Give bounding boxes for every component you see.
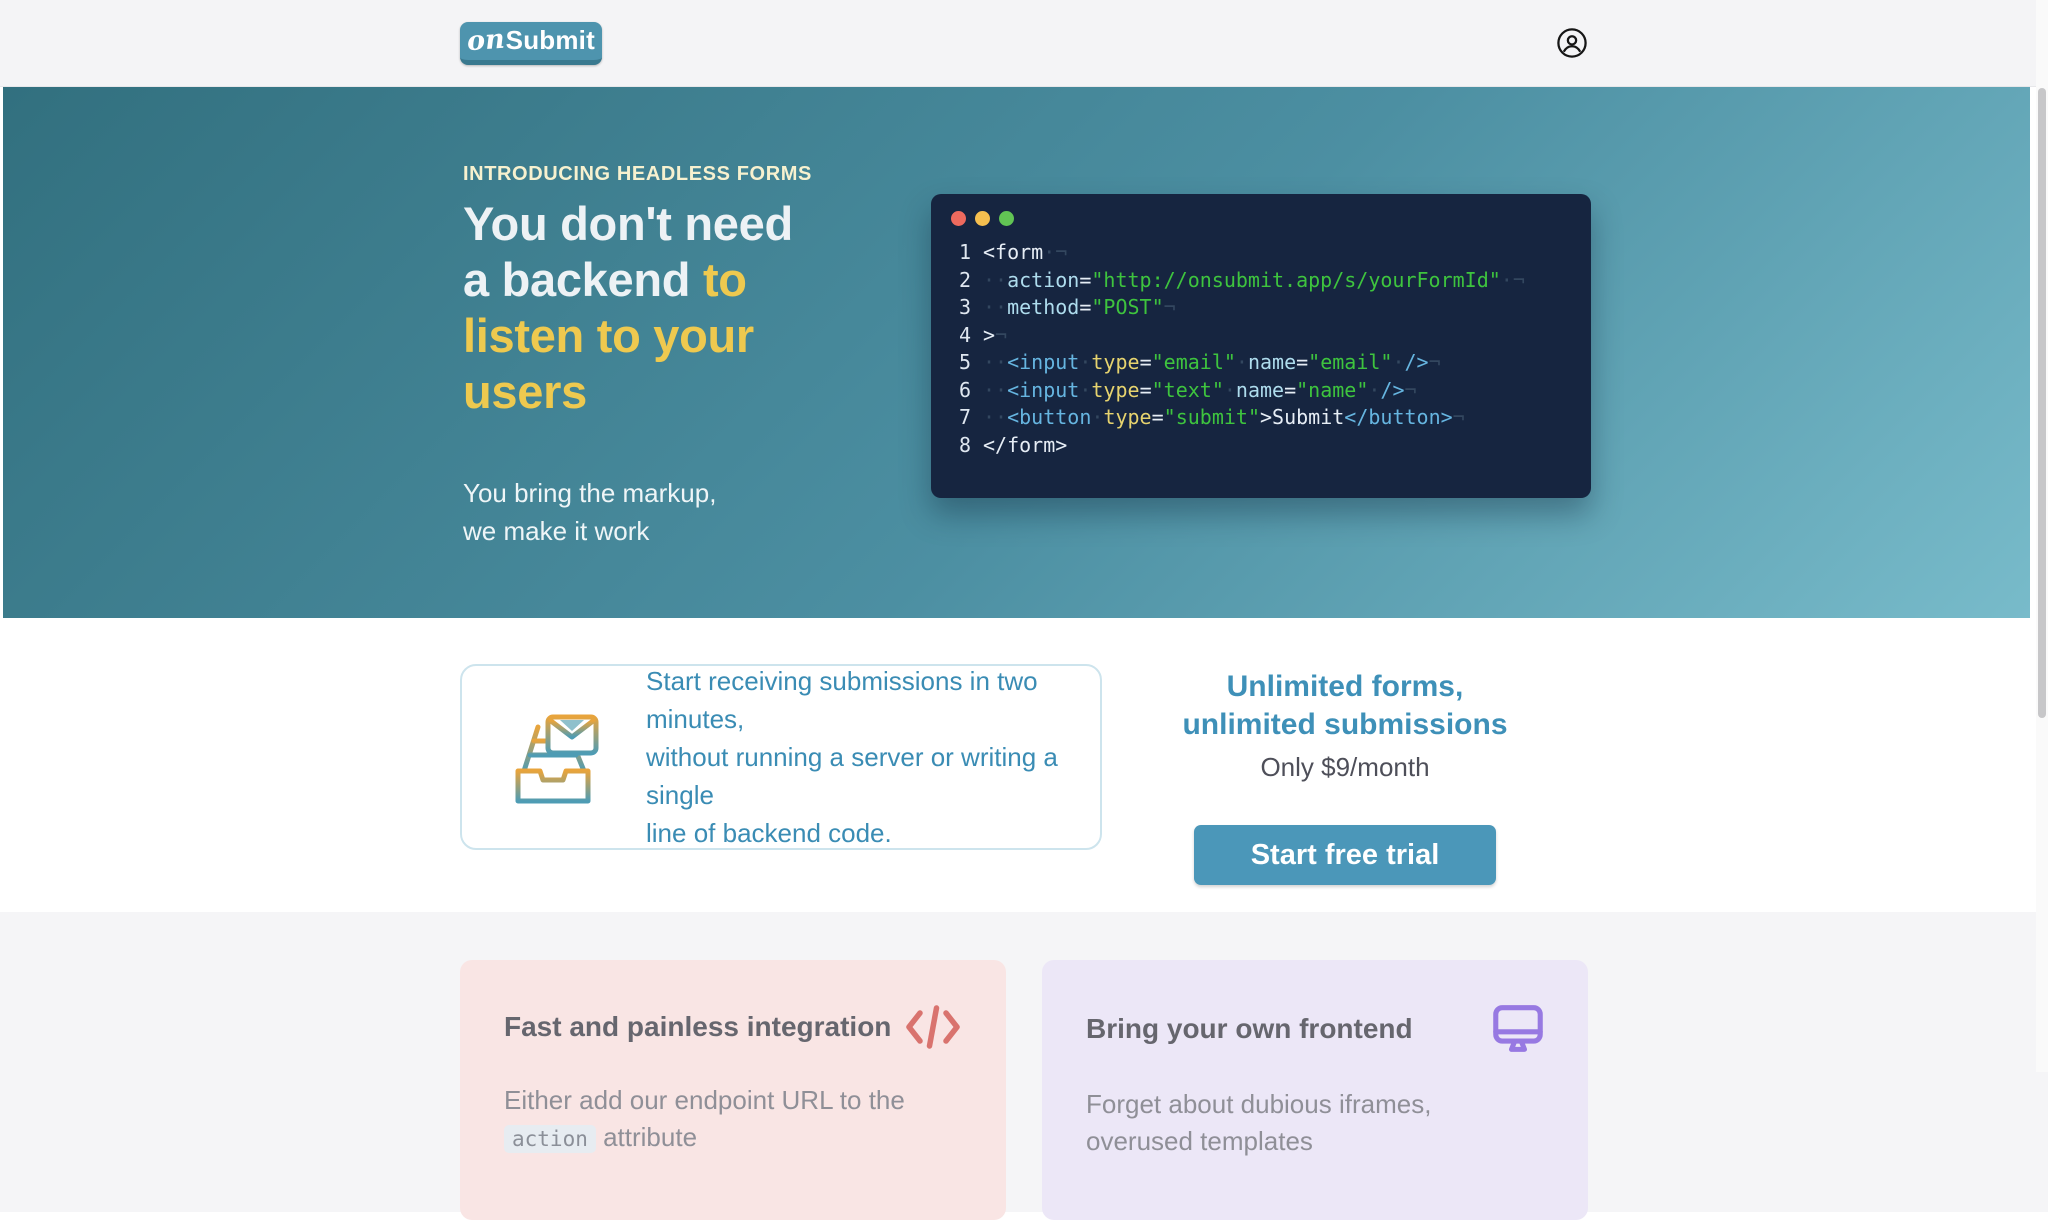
code-brackets-icon — [906, 1005, 960, 1049]
pricing-column: Unlimited forms, unlimited submissions O… — [1102, 668, 1588, 885]
hero-section: INTRODUCING HEADLESS FORMS You don't nee… — [3, 87, 2030, 618]
navbar-inner: on Submit — [460, 0, 1588, 86]
code-snippet: 1 <form·¬ 2 ··action="http://onsubmit.app/s… — [958, 240, 1525, 457]
feature-title-frontend: Bring your own frontend — [1086, 1013, 1413, 1044]
inline-code-action: action — [504, 1125, 596, 1153]
start-free-trial-button[interactable]: Start free trial — [1194, 825, 1496, 885]
scrollbar-thumb[interactable] — [2038, 88, 2046, 718]
onsubmit-logo[interactable]: on Submit — [460, 21, 602, 65]
inbox-envelope-icon — [515, 714, 599, 804]
hero-subtitle: You bring the markup, we make it work — [463, 478, 717, 546]
logo-script-on: on — [465, 23, 506, 58]
features-section: Fast and painless integration Either add… — [0, 912, 2048, 1220]
navbar: on Submit — [0, 0, 2048, 87]
pricing-price: Only $9/month — [1260, 752, 1430, 782]
feature-title-integration: Fast and painless integration — [504, 1011, 892, 1042]
code-editor-window: 1 <form·¬ 2 ··action="http://onsubmit.app/s… — [931, 194, 1591, 498]
monitor-icon — [1493, 1005, 1543, 1052]
logo-word-submit: Submit — [505, 25, 595, 55]
promo-section: Start receiving submissions in two minut… — [0, 618, 2048, 912]
info-card-text: Start receiving submissions in two minut… — [646, 666, 1058, 848]
hero-content: INTRODUCING HEADLESS FORMS You don't nee… — [463, 87, 812, 550]
info-card: Start receiving submissions in two minut… — [460, 664, 1102, 850]
hero-title: You don't need a backend to listen to your… — [463, 197, 793, 418]
hero-eyebrow: INTRODUCING HEADLESS FORMS — [463, 163, 812, 185]
pricing-title: Unlimited forms, unlimited submissions — [1182, 670, 1508, 741]
feature-body-frontend: Forget about dubious iframes, overused t… — [1086, 1089, 1432, 1156]
window-traffic-lights — [931, 194, 1591, 226]
page-scrollbar — [2036, 0, 2048, 1072]
feature-card-frontend: Bring your own frontend Forget about dub… — [1042, 960, 1588, 1220]
user-circle-icon[interactable] — [1556, 27, 1588, 59]
feature-body-integration: Either add our endpoint URL to the actio… — [504, 1085, 905, 1153]
feature-card-integration: Fast and painless integration Either add… — [460, 960, 1006, 1220]
